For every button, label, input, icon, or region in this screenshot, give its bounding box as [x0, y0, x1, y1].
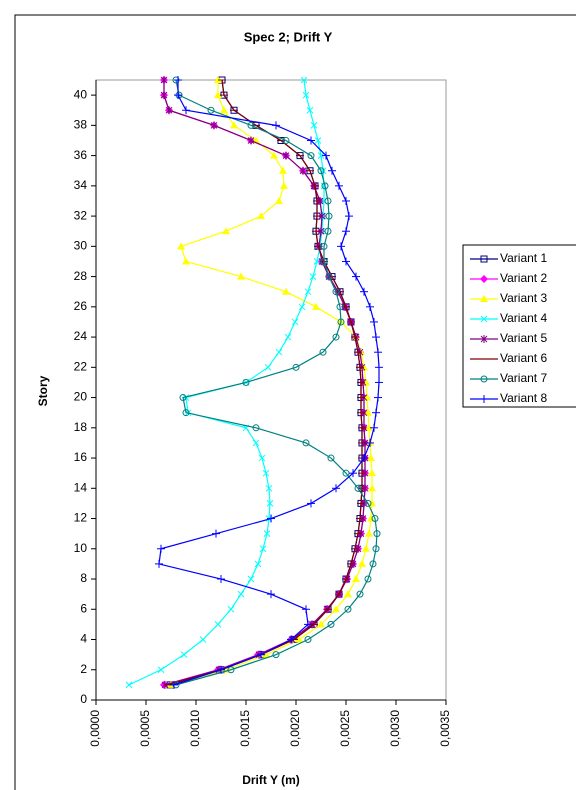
y-tick-label: 2 [80, 662, 87, 676]
y-tick-label: 40 [74, 87, 88, 101]
page: {"chart_data": {"type": "line", "title":… [0, 0, 576, 790]
legend-label: Variant 8 [500, 391, 547, 405]
legend-label: Variant 4 [500, 311, 547, 325]
legend-label: Variant 2 [500, 271, 547, 285]
x-tick-label: 0,0015 [238, 710, 252, 747]
legend-label: Variant 6 [500, 351, 547, 365]
y-tick-label: 4 [80, 632, 87, 646]
chart-title: Spec 2; Drift Y [244, 29, 333, 44]
y-tick-label: 24 [74, 329, 88, 343]
legend-label: Variant 5 [500, 331, 547, 345]
y-tick-label: 28 [74, 269, 88, 283]
y-tick-label: 18 [74, 420, 88, 434]
x-tick-label: 0,0005 [138, 710, 152, 747]
x-tick-label: 0,0030 [388, 710, 402, 747]
legend-label: Variant 3 [500, 291, 547, 305]
y-tick-label: 26 [74, 299, 88, 313]
y-tick-label: 22 [74, 359, 88, 373]
chart: Spec 2; Drift Y Story Drift Y (m) 024681… [0, 0, 576, 790]
y-tick-label: 36 [74, 148, 88, 162]
y-tick-label: 30 [74, 239, 88, 253]
y-tick-label: 20 [74, 390, 88, 404]
y-tick-label: 32 [74, 208, 88, 222]
legend-label: Variant 7 [500, 371, 547, 385]
x-tick-label: 0,0020 [288, 710, 302, 747]
legend-label: Variant 1 [500, 251, 547, 265]
y-tick-label: 38 [74, 118, 88, 132]
x-tick-label: 0,0010 [188, 710, 202, 747]
y-tick-label: 12 [74, 511, 88, 525]
y-tick-label: 8 [80, 571, 87, 585]
x-axis-title: Drift Y (m) [242, 773, 300, 787]
y-tick-label: 16 [74, 450, 88, 464]
x-tick-label: 0,0025 [338, 710, 352, 747]
y-axis-title: Story [36, 375, 50, 406]
y-tick-label: 14 [74, 480, 88, 494]
y-tick-label: 6 [80, 601, 87, 615]
plot-area [96, 80, 446, 700]
y-tick-label: 10 [74, 541, 88, 555]
x-tick-label: 0,0000 [88, 710, 102, 747]
y-tick-label: 34 [74, 178, 88, 192]
y-tick-label: 0 [80, 692, 87, 706]
x-tick-label: 0,0035 [438, 710, 452, 747]
